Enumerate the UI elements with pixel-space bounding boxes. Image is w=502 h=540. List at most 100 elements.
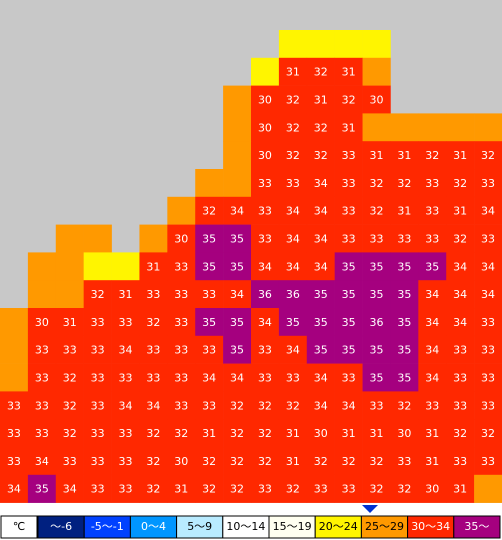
cell-value: 33: [258, 233, 272, 246]
grid-cell: [83, 391, 112, 420]
grid-cell: [55, 280, 84, 309]
cell-value: 34: [119, 344, 133, 357]
cell-value: 34: [314, 372, 328, 385]
grid-cell: [27, 474, 57, 503]
cell-value: 36: [258, 288, 272, 301]
cell-value: 33: [91, 427, 105, 440]
cell-value: 32: [286, 149, 300, 162]
cell-value: 34: [425, 288, 439, 301]
cell-value: 33: [425, 205, 439, 218]
cell-value: 31: [370, 149, 384, 162]
grid-cell: [418, 280, 447, 309]
cell-value: 32: [286, 483, 300, 496]
grid-cell: [474, 308, 502, 337]
grid-cell: [55, 252, 84, 281]
cell-value: 33: [63, 344, 77, 357]
cell-value: 34: [35, 455, 49, 468]
grid-cell: [306, 169, 335, 198]
grid-cell: [418, 447, 447, 476]
grid-cell: [474, 141, 502, 170]
cell-value: 33: [481, 344, 495, 357]
cell-value: 32: [230, 399, 244, 412]
cell-value: 33: [119, 372, 133, 385]
grid-cell: [362, 85, 391, 114]
grid-cell: [83, 419, 112, 448]
grid-cell: [167, 363, 196, 392]
grid-cell: [223, 113, 252, 142]
cell-value: 32: [314, 149, 328, 162]
cell-value: 32: [63, 372, 77, 385]
cell-value: 35: [397, 288, 411, 301]
cell-value: 35: [425, 260, 439, 273]
cell-value: 32: [146, 483, 160, 496]
grid-cell: [111, 308, 140, 337]
cell-value: 31: [425, 427, 439, 440]
cell-value: 34: [63, 483, 77, 496]
grid-cell: [251, 391, 280, 420]
grid-cell: [0, 308, 29, 337]
grid-cell: [334, 224, 363, 253]
grid-cell: [0, 335, 29, 364]
cell-value: 33: [481, 455, 495, 468]
cell-value: 35: [397, 316, 411, 329]
grid-cell: [474, 474, 502, 503]
grid-cell: [167, 447, 196, 476]
cell-value: 33: [91, 455, 105, 468]
grid-cell: [390, 113, 419, 142]
grid-cell: [223, 419, 252, 448]
cell-value: 35: [342, 316, 356, 329]
grid-cell: [474, 447, 502, 476]
cell-value: 34: [314, 399, 328, 412]
cell-value: 35: [35, 483, 49, 496]
grid-cell: [362, 335, 391, 364]
grid-cell: [278, 363, 308, 392]
cell-value: 33: [342, 483, 356, 496]
cell-value: 36: [286, 288, 300, 301]
cell-value: 35: [370, 344, 384, 357]
grid-cell: [251, 113, 280, 142]
grid-cell: [167, 252, 196, 281]
cell-value: 34: [146, 399, 160, 412]
grid-cell: [362, 447, 391, 476]
cell-value: 32: [258, 427, 272, 440]
grid-cell: [278, 196, 308, 225]
grid-cell: [306, 113, 335, 142]
grid-cell: [139, 252, 168, 281]
cell-value: 33: [174, 344, 188, 357]
grid-cell: [418, 363, 447, 392]
cell-value: 31: [63, 316, 77, 329]
cell-value: 33: [453, 399, 467, 412]
grid-cell: [390, 196, 419, 225]
grid-cell: [27, 419, 57, 448]
cell-value: 32: [342, 94, 356, 107]
grid-cell: [334, 113, 363, 142]
cell-value: 32: [453, 177, 467, 190]
grid-cell: [111, 474, 140, 503]
cell-value: 31: [146, 260, 160, 273]
cell-value: 33: [63, 455, 77, 468]
grid-cell: [446, 308, 475, 337]
grid-cell: [55, 474, 84, 503]
grid-cell: [55, 308, 84, 337]
cell-value: 35: [286, 316, 300, 329]
cell-value: 31: [425, 455, 439, 468]
cell-value: 33: [258, 205, 272, 218]
cell-value: 33: [35, 399, 49, 412]
grid-cell: [251, 57, 280, 86]
cell-value: 34: [425, 344, 439, 357]
grid-cell: [446, 169, 475, 198]
cell-value: 32: [370, 205, 384, 218]
legend-label: 〜-6: [50, 520, 72, 533]
grid-cell: [223, 141, 252, 170]
cell-value: 33: [258, 177, 272, 190]
cell-value: 33: [35, 344, 49, 357]
cell-value: 31: [342, 427, 356, 440]
cell-value: 34: [286, 205, 300, 218]
grid-cell: [195, 447, 224, 476]
grid-cell: [251, 85, 280, 114]
grid-cell: [390, 308, 419, 337]
grid-cell: [362, 141, 391, 170]
grid-cell: [362, 419, 391, 448]
grid-cell: [390, 224, 419, 253]
grid-cell: [55, 363, 84, 392]
